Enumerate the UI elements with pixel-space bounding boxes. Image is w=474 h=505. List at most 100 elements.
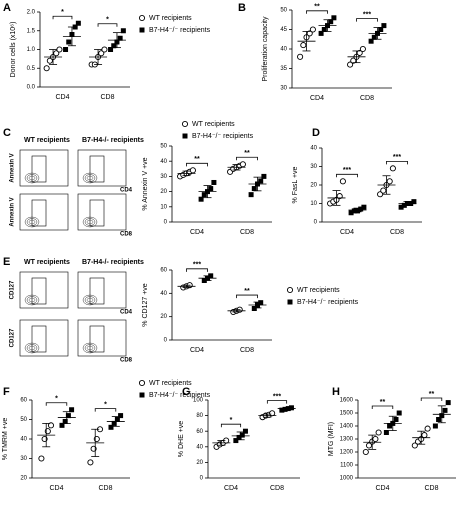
significance: ** <box>314 4 320 11</box>
sig-bracket <box>336 173 358 178</box>
point <box>139 392 145 398</box>
panel-letter: C <box>3 127 11 139</box>
sig-bracket <box>94 408 117 412</box>
x-tick-label: CD8 <box>240 347 254 354</box>
point <box>101 46 108 53</box>
x-tick-label: CD8 <box>270 485 284 492</box>
flow-contour <box>28 175 36 181</box>
sig-bracket <box>236 294 258 299</box>
point <box>396 410 402 416</box>
point <box>65 413 71 419</box>
point <box>339 178 346 185</box>
flow-gate <box>89 199 105 227</box>
sig-bracket <box>220 423 242 428</box>
flow-column-title: WT recipients <box>24 137 70 144</box>
point <box>356 49 363 56</box>
y-tick-label: 35 <box>280 66 287 72</box>
point <box>361 204 367 210</box>
point <box>411 442 418 449</box>
y-axis-label: % Annexin V +ve <box>142 157 149 210</box>
flow-frame <box>19 271 69 309</box>
legend-label: B7-H4⁻/⁻ recipients <box>149 392 211 399</box>
x-tick-label: CD4 <box>310 95 324 102</box>
flow-x-label: CD4 <box>120 188 133 194</box>
point <box>120 28 126 34</box>
y-tick-label: 40 <box>280 47 287 53</box>
point <box>375 429 382 436</box>
point <box>362 448 369 456</box>
point <box>251 306 257 311</box>
significance: *** <box>193 262 201 269</box>
sig-bracket <box>266 400 288 404</box>
point <box>381 23 387 29</box>
flow-contour <box>84 218 96 226</box>
x-tick-label: CD8 <box>100 94 114 101</box>
flow-contour <box>86 345 94 351</box>
y-tick-label: 1600 <box>340 398 354 404</box>
point <box>269 410 276 417</box>
flow-contour <box>82 172 98 184</box>
point <box>389 165 396 172</box>
panel: E 0 20 40 60 % CD127 +ve CD4 *** CD8 ** WT recipie… <box>3 256 359 354</box>
y-tick-label: 2.0 <box>27 10 36 16</box>
y-tick-label: 10 <box>160 204 167 210</box>
point <box>182 133 188 139</box>
y-tick-label: 40 <box>196 444 203 450</box>
point <box>108 424 114 430</box>
point <box>287 299 293 305</box>
point <box>348 210 354 216</box>
flow-frame <box>77 271 127 309</box>
point <box>47 422 55 429</box>
flow-contour <box>28 297 36 303</box>
flow-contour <box>26 296 38 304</box>
point <box>208 186 214 192</box>
panel-letter: B <box>238 2 246 14</box>
y-tick-label: 1300 <box>340 437 354 443</box>
flow-frame <box>19 193 69 231</box>
sig-bracket <box>45 402 68 406</box>
y-axis-label: % DHE +ve <box>178 421 185 457</box>
sig-bracket <box>97 23 118 27</box>
legend-label: B7-H4⁻/⁻ recipients <box>149 27 211 34</box>
point <box>421 432 428 439</box>
legend-label: WT recipients <box>297 287 340 294</box>
significance: * <box>104 401 107 408</box>
point <box>43 65 50 72</box>
y-tick-label: 1500 <box>340 411 354 417</box>
point <box>386 178 393 185</box>
flow-contour <box>82 342 98 354</box>
y-tick-label: 0 <box>164 220 168 226</box>
flow-frame <box>19 319 69 357</box>
point <box>411 199 417 205</box>
flow-frame <box>77 149 127 187</box>
point <box>117 35 123 41</box>
y-tick-label: 30 <box>310 164 317 170</box>
point <box>424 425 431 432</box>
point <box>108 47 114 52</box>
flow-x-label: CD8 <box>120 232 133 238</box>
sig-bracket <box>186 162 208 167</box>
point <box>321 27 327 32</box>
axis <box>291 10 392 89</box>
point <box>251 186 257 192</box>
y-tick-label: 0.0 <box>27 85 36 91</box>
x-tick-label: CD8 <box>390 229 404 236</box>
y-axis-label: % TMRM +ve <box>2 418 9 461</box>
point <box>239 161 246 168</box>
point <box>69 407 75 413</box>
flow-contour <box>82 216 98 228</box>
significance: ** <box>244 150 250 157</box>
x-tick-label: CD8 <box>424 485 438 492</box>
flow-plots: WT recipients B7-H4-/- recipients CD127 CD4… <box>10 259 144 364</box>
significance: ** <box>194 156 200 163</box>
flow-x-label: CD4 <box>120 310 133 316</box>
point <box>358 206 364 212</box>
flow-column-title: B7-H4-/- recipients <box>82 259 144 266</box>
point <box>258 300 264 306</box>
point <box>239 432 245 438</box>
panel-letter: D <box>312 127 320 139</box>
significance: *** <box>393 154 401 161</box>
flow-contour <box>82 294 98 306</box>
point <box>75 20 81 26</box>
